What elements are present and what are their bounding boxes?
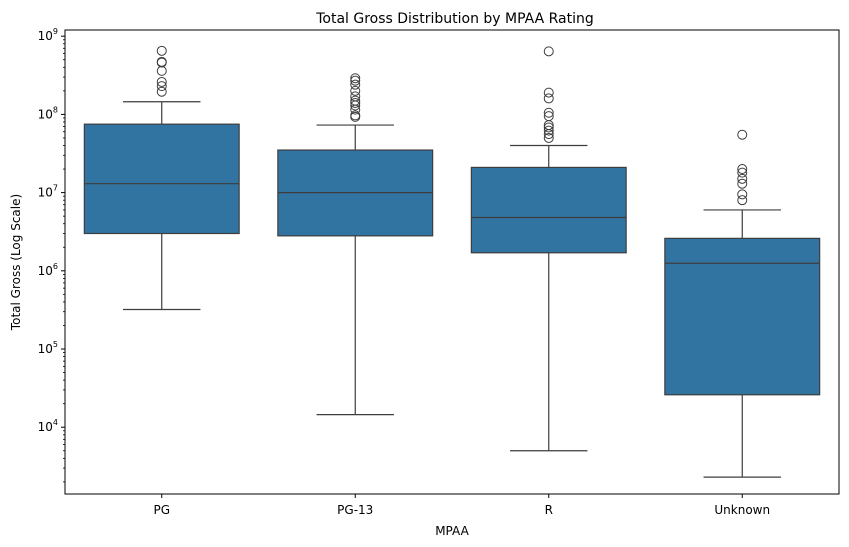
x-tick-label: Unknown xyxy=(714,503,770,517)
outlier-point xyxy=(350,97,361,108)
outlier-point xyxy=(543,125,554,136)
outlier-point xyxy=(543,107,554,118)
outlier-point xyxy=(737,164,748,175)
y-tick-label: 108 xyxy=(38,105,58,121)
x-axis-label: MPAA xyxy=(435,524,469,538)
y-axis-ticks: 104 105 106 107 108 109 xyxy=(38,27,65,483)
outlier-point xyxy=(737,195,748,206)
y-axis-label: Total Gross (Log Scale) xyxy=(9,194,23,331)
outlier-point xyxy=(543,120,554,131)
box-group-pg xyxy=(83,45,240,311)
x-axis-ticks: PG PG-13 R Unknown xyxy=(153,494,770,517)
outlier-point xyxy=(543,87,554,98)
y-tick-label: 104 xyxy=(38,418,58,434)
y-tick-label: 107 xyxy=(38,184,58,200)
outlier-point xyxy=(350,95,361,106)
y-tick-label: 105 xyxy=(38,340,58,356)
iqr-box xyxy=(664,237,821,396)
outlier-point xyxy=(543,132,554,143)
outlier-point xyxy=(543,111,554,122)
outlier-point xyxy=(156,56,167,67)
plot-area-frame xyxy=(64,29,840,495)
x-tick-label: PG-13 xyxy=(337,503,373,517)
outlier-point xyxy=(543,93,554,104)
outlier-point xyxy=(350,110,361,121)
outlier-point xyxy=(737,167,748,178)
chart-title: Total Gross Distribution by MPAA Rating xyxy=(315,11,594,27)
outlier-point xyxy=(543,122,554,133)
iqr-box xyxy=(470,166,627,254)
outlier-point xyxy=(156,45,167,56)
box-group-pg-13 xyxy=(277,73,434,416)
x-tick-label: PG xyxy=(153,503,170,517)
outlier-point xyxy=(543,46,554,57)
outlier-point xyxy=(350,85,361,96)
outlier-point xyxy=(737,178,748,189)
outlier-point xyxy=(156,81,167,92)
outlier-point xyxy=(737,173,748,184)
outlier-point xyxy=(737,189,748,200)
outlier-point xyxy=(156,86,167,97)
box-group-unknown xyxy=(664,129,821,478)
outlier-point xyxy=(350,75,361,86)
outlier-point xyxy=(350,91,361,102)
outlier-point xyxy=(156,76,167,87)
iqr-box xyxy=(83,123,240,235)
outlier-point xyxy=(350,79,361,90)
box-group-r xyxy=(470,46,627,452)
boxes-layer xyxy=(83,45,821,478)
outlier-point xyxy=(156,65,167,76)
y-tick-label: 106 xyxy=(38,262,58,278)
outlier-point xyxy=(350,73,361,84)
x-tick-label: R xyxy=(545,503,553,517)
outlier-point xyxy=(737,129,748,140)
y-tick-label: 109 xyxy=(38,27,58,43)
